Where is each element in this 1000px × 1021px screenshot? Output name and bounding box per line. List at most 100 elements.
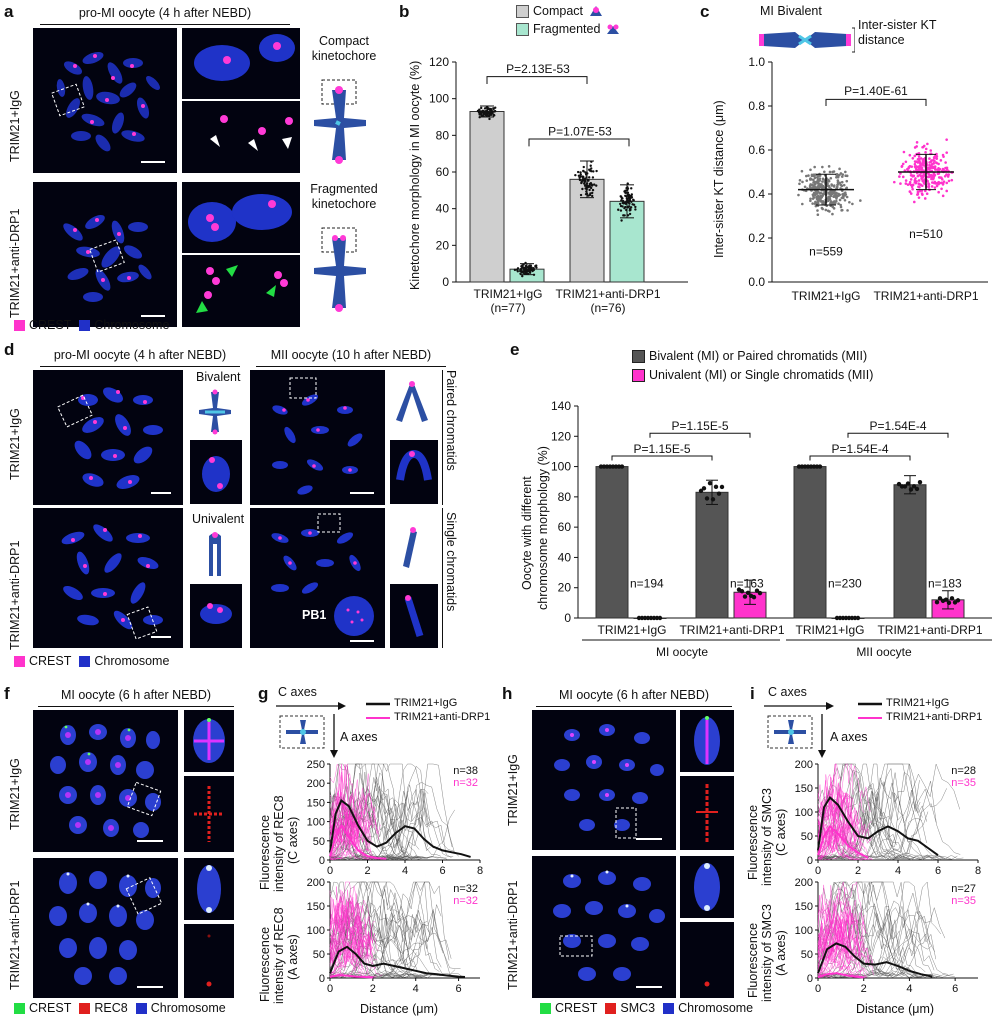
data-point — [586, 186, 589, 189]
individual-trace — [329, 788, 407, 860]
panel-d-image-mi-drp1 — [33, 508, 183, 648]
panel-f-legend: CREST REC8 Chromosome — [14, 1001, 226, 1015]
data-point — [813, 192, 816, 196]
data-point — [833, 191, 837, 195]
y-tick-label: 100 — [307, 817, 325, 829]
smc3-swatch — [605, 1002, 617, 1014]
data-point — [930, 159, 933, 163]
individual-trace — [817, 887, 933, 973]
data-point — [483, 107, 487, 110]
data-point — [914, 177, 917, 180]
data-point — [844, 170, 847, 174]
scale-bar — [350, 492, 374, 494]
data-point — [915, 141, 919, 144]
data-point — [625, 186, 628, 190]
data-point — [922, 163, 925, 167]
panel-f-row2-label: TRIM21+anti-DRP1 — [8, 880, 22, 990]
data-point — [812, 173, 816, 176]
data-point — [523, 272, 527, 275]
panel-letter-b: b — [399, 2, 410, 21]
chromosome-swatch — [663, 1002, 675, 1014]
panel-f-zoom1 — [184, 710, 234, 772]
data-point — [916, 190, 920, 193]
data-point — [801, 202, 804, 206]
data-point — [811, 197, 815, 200]
data-point — [816, 213, 820, 217]
data-point — [827, 184, 831, 188]
data-point — [624, 201, 628, 205]
individual-trace — [329, 891, 361, 954]
individual-trace — [817, 881, 865, 974]
data-point — [921, 159, 925, 163]
data-point — [908, 190, 912, 193]
data-point — [591, 188, 595, 192]
y-tick-label: 200 — [795, 759, 813, 771]
chromosome-swatch — [79, 655, 91, 667]
panel-b-legend-compact: Compact — [516, 4, 605, 18]
scale-bar — [141, 315, 165, 317]
data-point — [820, 206, 824, 210]
data-point — [754, 588, 760, 593]
bivalent-label: Bivalent — [196, 370, 241, 384]
panel-f-image-drp1 — [33, 858, 178, 998]
data-point — [828, 197, 832, 201]
data-point — [515, 268, 519, 271]
data-point — [927, 183, 931, 186]
individual-trace — [329, 897, 372, 958]
data-point — [831, 190, 835, 193]
data-point — [838, 167, 841, 171]
individual-trace — [817, 774, 864, 855]
data-point — [584, 171, 587, 174]
y-tick-label: 100 — [795, 925, 813, 937]
panel-g-xlabel: Distance (μm) — [360, 1002, 439, 1016]
data-point — [579, 193, 583, 197]
data-point — [930, 185, 934, 188]
data-point — [935, 184, 939, 188]
crest-swatch — [14, 655, 25, 667]
data-point — [822, 184, 825, 188]
data-point — [937, 596, 943, 601]
data-point — [739, 589, 745, 594]
x-tick-label: 0 — [327, 983, 333, 995]
panel-h-image-drp1 — [532, 856, 676, 998]
single-chromatids-label: Single chromatids — [444, 512, 458, 612]
panel-a-row1-label: TRIM21+IgG — [8, 90, 22, 162]
data-point — [937, 176, 941, 179]
panel-h-zoom2-smc3 — [680, 922, 734, 998]
data-point — [899, 172, 902, 175]
data-point — [913, 162, 917, 166]
panel-a-legend: CREST Chromosome — [14, 318, 169, 332]
n-label-drp1: n=32 — [453, 777, 478, 789]
y-tick-label: 80 — [436, 128, 450, 142]
data-point — [809, 168, 812, 172]
data-point — [587, 179, 590, 182]
x-tick-label: 8 — [975, 865, 981, 877]
panel-d-row2-label: TRIM21+anti-DRP1 — [8, 540, 22, 650]
data-point — [904, 179, 908, 182]
data-point — [807, 174, 810, 177]
legend-crest: CREST — [555, 1001, 598, 1015]
p-bracket — [528, 138, 630, 147]
panel-h-zoom1 — [680, 710, 734, 772]
p-value-label: P=1.15E-5 — [633, 442, 690, 456]
data-point — [578, 176, 581, 179]
legend-chromosome: Chromosome — [94, 654, 170, 668]
data-point — [585, 192, 589, 195]
data-point — [591, 194, 594, 198]
data-point — [917, 480, 923, 485]
data-point — [918, 164, 921, 168]
data-point — [821, 165, 824, 169]
x-tick-label: 4 — [895, 865, 901, 877]
individual-trace — [817, 819, 869, 861]
y-tick-label: 60 — [436, 165, 450, 179]
data-point — [811, 202, 814, 205]
data-point — [925, 192, 929, 196]
panel-e-legend-univalent: Univalent (MI) or Single chromatids (MII… — [632, 368, 873, 382]
bar — [595, 466, 629, 619]
data-point — [941, 183, 945, 186]
data-point — [484, 112, 487, 115]
panel-f-zoom2 — [184, 858, 234, 920]
y-tick-label: 100 — [429, 92, 449, 106]
bar — [469, 111, 505, 283]
data-point — [916, 193, 919, 196]
